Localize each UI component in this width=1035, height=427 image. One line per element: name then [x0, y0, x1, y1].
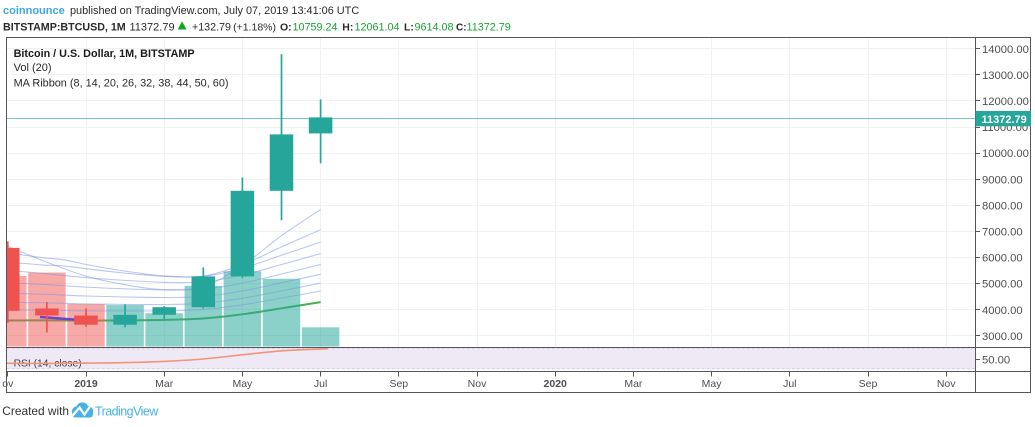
svg-text:Jul: Jul [783, 378, 796, 390]
svg-text:C:: C: [456, 22, 467, 33]
svg-text:May: May [702, 378, 723, 390]
svg-text:H:: H: [342, 21, 353, 33]
svg-text:11372.79: 11372.79 [130, 21, 175, 33]
svg-text:12000.00: 12000.00 [982, 96, 1029, 108]
svg-text:published on TradingView.com,: published on TradingView.com, July 07, 2… [70, 5, 359, 17]
svg-text:8000.00: 8000.00 [982, 200, 1023, 212]
svg-text:MA Ribbon (8, 14, 20, 26, 32,: MA Ribbon (8, 14, 20, 26, 32, 38, 44, 50… [14, 78, 229, 90]
svg-text:2019: 2019 [74, 378, 98, 390]
svg-text:10759.24: 10759.24 [293, 21, 338, 33]
svg-text:Created with: Created with [2, 404, 69, 418]
svg-text:12061.04: 12061.04 [355, 21, 400, 33]
svg-text:(+1.18%): (+1.18%) [233, 21, 276, 33]
svg-text:6000.00: 6000.00 [982, 253, 1023, 265]
svg-text:O:: O: [280, 21, 292, 33]
svg-text:Vol (20): Vol (20) [14, 62, 52, 74]
svg-text:Sep: Sep [859, 378, 878, 390]
svg-text:ov: ov [2, 378, 14, 390]
svg-text:L:: L: [404, 21, 414, 33]
svg-text:14000.00: 14000.00 [982, 44, 1029, 56]
svg-text:2020: 2020 [544, 378, 568, 390]
svg-text:Nov: Nov [937, 378, 956, 390]
svg-text:Mar: Mar [624, 378, 643, 390]
svg-text:TradingView: TradingView [95, 405, 159, 419]
svg-text:7000.00: 7000.00 [982, 227, 1023, 239]
svg-text:13000.00: 13000.00 [982, 70, 1029, 82]
svg-text:BITSTAMP:BTCUSD, 1M: BITSTAMP:BTCUSD, 1M [3, 21, 126, 33]
svg-text:10000.00: 10000.00 [982, 148, 1029, 160]
svg-text:11372.79: 11372.79 [982, 114, 1027, 126]
svg-text:Nov: Nov [468, 378, 487, 390]
svg-text:coinnounce: coinnounce [3, 5, 65, 17]
svg-text:4000.00: 4000.00 [982, 305, 1023, 317]
svg-text:Mar: Mar [155, 378, 174, 390]
svg-text:11372.79: 11372.79 [467, 21, 511, 33]
svg-text:9614.08: 9614.08 [415, 21, 454, 33]
svg-text:Sep: Sep [389, 378, 408, 390]
svg-text:5000.00: 5000.00 [982, 279, 1023, 291]
svg-text:Jul: Jul [314, 378, 327, 390]
svg-text:Bitcoin / U.S. Dollar, 1M, BIT: Bitcoin / U.S. Dollar, 1M, BITSTAMP [14, 48, 195, 60]
svg-text:50.00: 50.00 [982, 355, 1010, 367]
svg-text:May: May [232, 378, 253, 390]
svg-text:3000.00: 3000.00 [982, 331, 1023, 343]
svg-text:9000.00: 9000.00 [982, 174, 1023, 186]
svg-text:+132.79: +132.79 [192, 21, 231, 33]
